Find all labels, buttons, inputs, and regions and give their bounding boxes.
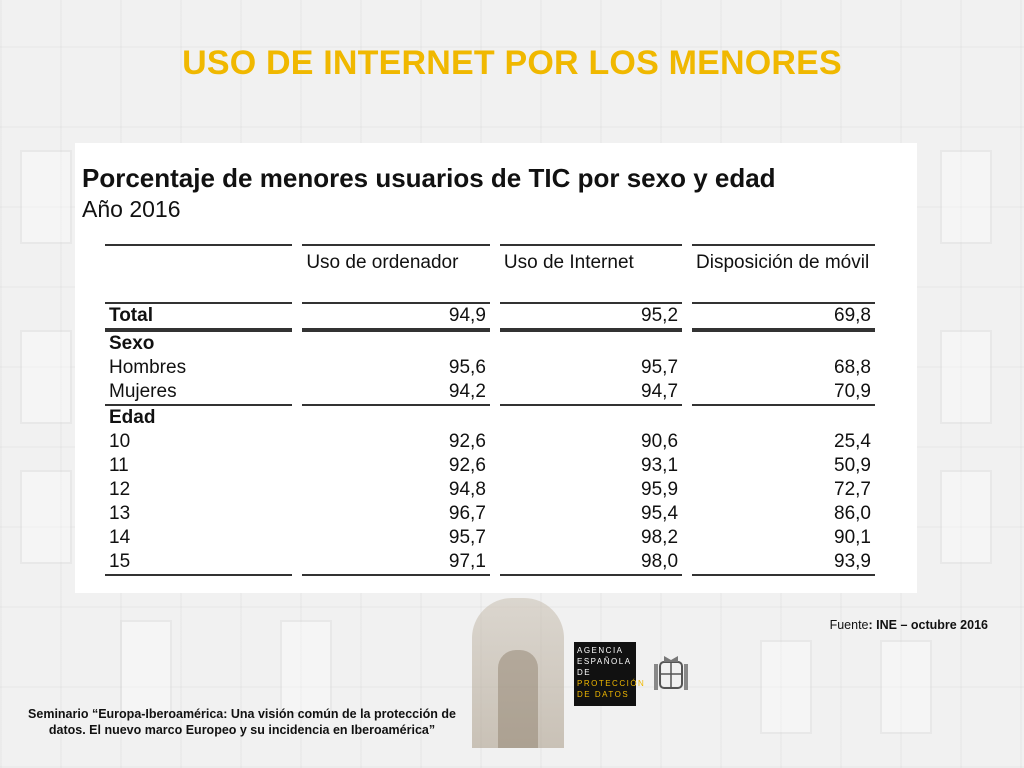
cell-value: 94,9 bbox=[302, 304, 490, 330]
coat-of-arms-icon bbox=[654, 656, 688, 690]
row-label: Sexo bbox=[105, 330, 293, 356]
row-label: Hombres bbox=[109, 357, 187, 378]
table-title: Porcentaje de menores usuarios de TIC po… bbox=[82, 163, 776, 193]
row-label: Total bbox=[105, 304, 293, 330]
cell-value: 98,2 bbox=[641, 527, 679, 548]
row-label: 14 bbox=[109, 527, 131, 548]
cell-value: 25,4 bbox=[834, 431, 871, 452]
source-text: : INE – octubre 2016 bbox=[868, 618, 989, 632]
table-row: 14 95,7 98,2 90,1 bbox=[105, 526, 875, 550]
cell-value bbox=[692, 330, 875, 356]
cell-value: 72,7 bbox=[834, 479, 871, 500]
cell-value: 90,1 bbox=[834, 527, 871, 548]
cell-value: 95,4 bbox=[641, 503, 679, 524]
cell-value: 97,1 bbox=[302, 550, 490, 576]
logo-line: PROTECCIÓN bbox=[577, 679, 646, 688]
table-row: 10 92,6 90,6 25,4 bbox=[105, 430, 875, 454]
table-body: Total 94,9 95,2 69,8 Sexo Hombres 95,6 95,7 68,8… bbox=[105, 304, 875, 576]
source-note: Fuente: INE – octubre 2016 bbox=[830, 618, 988, 632]
row-label: 13 bbox=[109, 503, 131, 524]
row-label: 11 bbox=[109, 455, 129, 476]
cell-value: 95,7 bbox=[448, 527, 486, 548]
cell-value: 92,6 bbox=[448, 431, 486, 452]
cell-value bbox=[692, 404, 875, 430]
cell-value: 69,8 bbox=[692, 304, 875, 330]
column-header: Disposición de móvil bbox=[692, 244, 875, 304]
data-table: Uso de ordenador Uso de Internet Disposi… bbox=[95, 244, 885, 576]
cell-value: 94,7 bbox=[641, 381, 679, 402]
table-row: 15 97,1 98,0 93,9 bbox=[105, 550, 875, 576]
cell-value: 95,7 bbox=[641, 357, 679, 378]
cell-value: 96,7 bbox=[448, 503, 486, 524]
cell-value: 50,9 bbox=[834, 455, 871, 476]
row-label: Mujeres bbox=[109, 381, 177, 402]
logo-line: ESPAÑOLA DE bbox=[577, 657, 632, 677]
source-prefix: Fuente bbox=[829, 618, 869, 632]
row-label: Edad bbox=[105, 404, 293, 430]
row-label: 12 bbox=[109, 479, 131, 500]
cell-value: 95,6 bbox=[448, 357, 486, 378]
cell-value bbox=[499, 404, 683, 430]
building-photo bbox=[472, 598, 564, 748]
table-row: Mujeres 94,2 94,7 70,9 bbox=[105, 380, 875, 404]
logo-line: DE DATOS bbox=[577, 690, 630, 699]
cell-value bbox=[302, 404, 490, 430]
row-label: 10 bbox=[109, 431, 131, 452]
column-header bbox=[105, 244, 293, 304]
table-total-row: Total 94,9 95,2 69,8 bbox=[105, 304, 875, 330]
cell-value: 93,1 bbox=[641, 455, 679, 476]
logo-line: AGENCIA bbox=[577, 646, 624, 655]
cell-value: 94,8 bbox=[448, 479, 486, 500]
table-section-row: Edad bbox=[105, 404, 875, 430]
cell-value: 70,9 bbox=[834, 381, 871, 402]
cell-value: 86,0 bbox=[834, 503, 871, 524]
cell-value: 95,9 bbox=[641, 479, 679, 500]
cell-value: 98,0 bbox=[499, 550, 683, 576]
cell-value: 68,8 bbox=[834, 357, 871, 378]
agency-logo: AGENCIA ESPAÑOLA DE PROTECCIÓN DE DATOS bbox=[574, 642, 646, 706]
cell-value: 90,6 bbox=[641, 431, 679, 452]
building-door bbox=[498, 650, 538, 748]
table-panel bbox=[75, 143, 917, 593]
cell-value bbox=[302, 330, 490, 356]
cell-value: 93,9 bbox=[692, 550, 875, 576]
table-header-row: Uso de ordenador Uso de Internet Disposi… bbox=[105, 244, 875, 304]
slide-title: USO DE INTERNET POR LOS MENORES bbox=[182, 44, 842, 82]
column-header: Uso de ordenador bbox=[302, 244, 490, 304]
table-row: Hombres 95,6 95,7 68,8 bbox=[105, 356, 875, 380]
column-header: Uso de Internet bbox=[499, 244, 683, 304]
cell-value: 92,6 bbox=[448, 455, 486, 476]
cell-value: 95,2 bbox=[499, 304, 683, 330]
table-subtitle: Año 2016 bbox=[82, 196, 181, 222]
seminar-footer: Seminario “Europa-Iberoamérica: Una visi… bbox=[28, 707, 456, 737]
cell-value: 94,2 bbox=[448, 381, 486, 402]
row-label: 15 bbox=[105, 550, 293, 576]
cell-value bbox=[499, 330, 683, 356]
table-row: 13 96,7 95,4 86,0 bbox=[105, 502, 875, 526]
table-row: 11 92,6 93,1 50,9 bbox=[105, 454, 875, 478]
table-section-row: Sexo bbox=[105, 330, 875, 356]
table-row: 12 94,8 95,9 72,7 bbox=[105, 478, 875, 502]
